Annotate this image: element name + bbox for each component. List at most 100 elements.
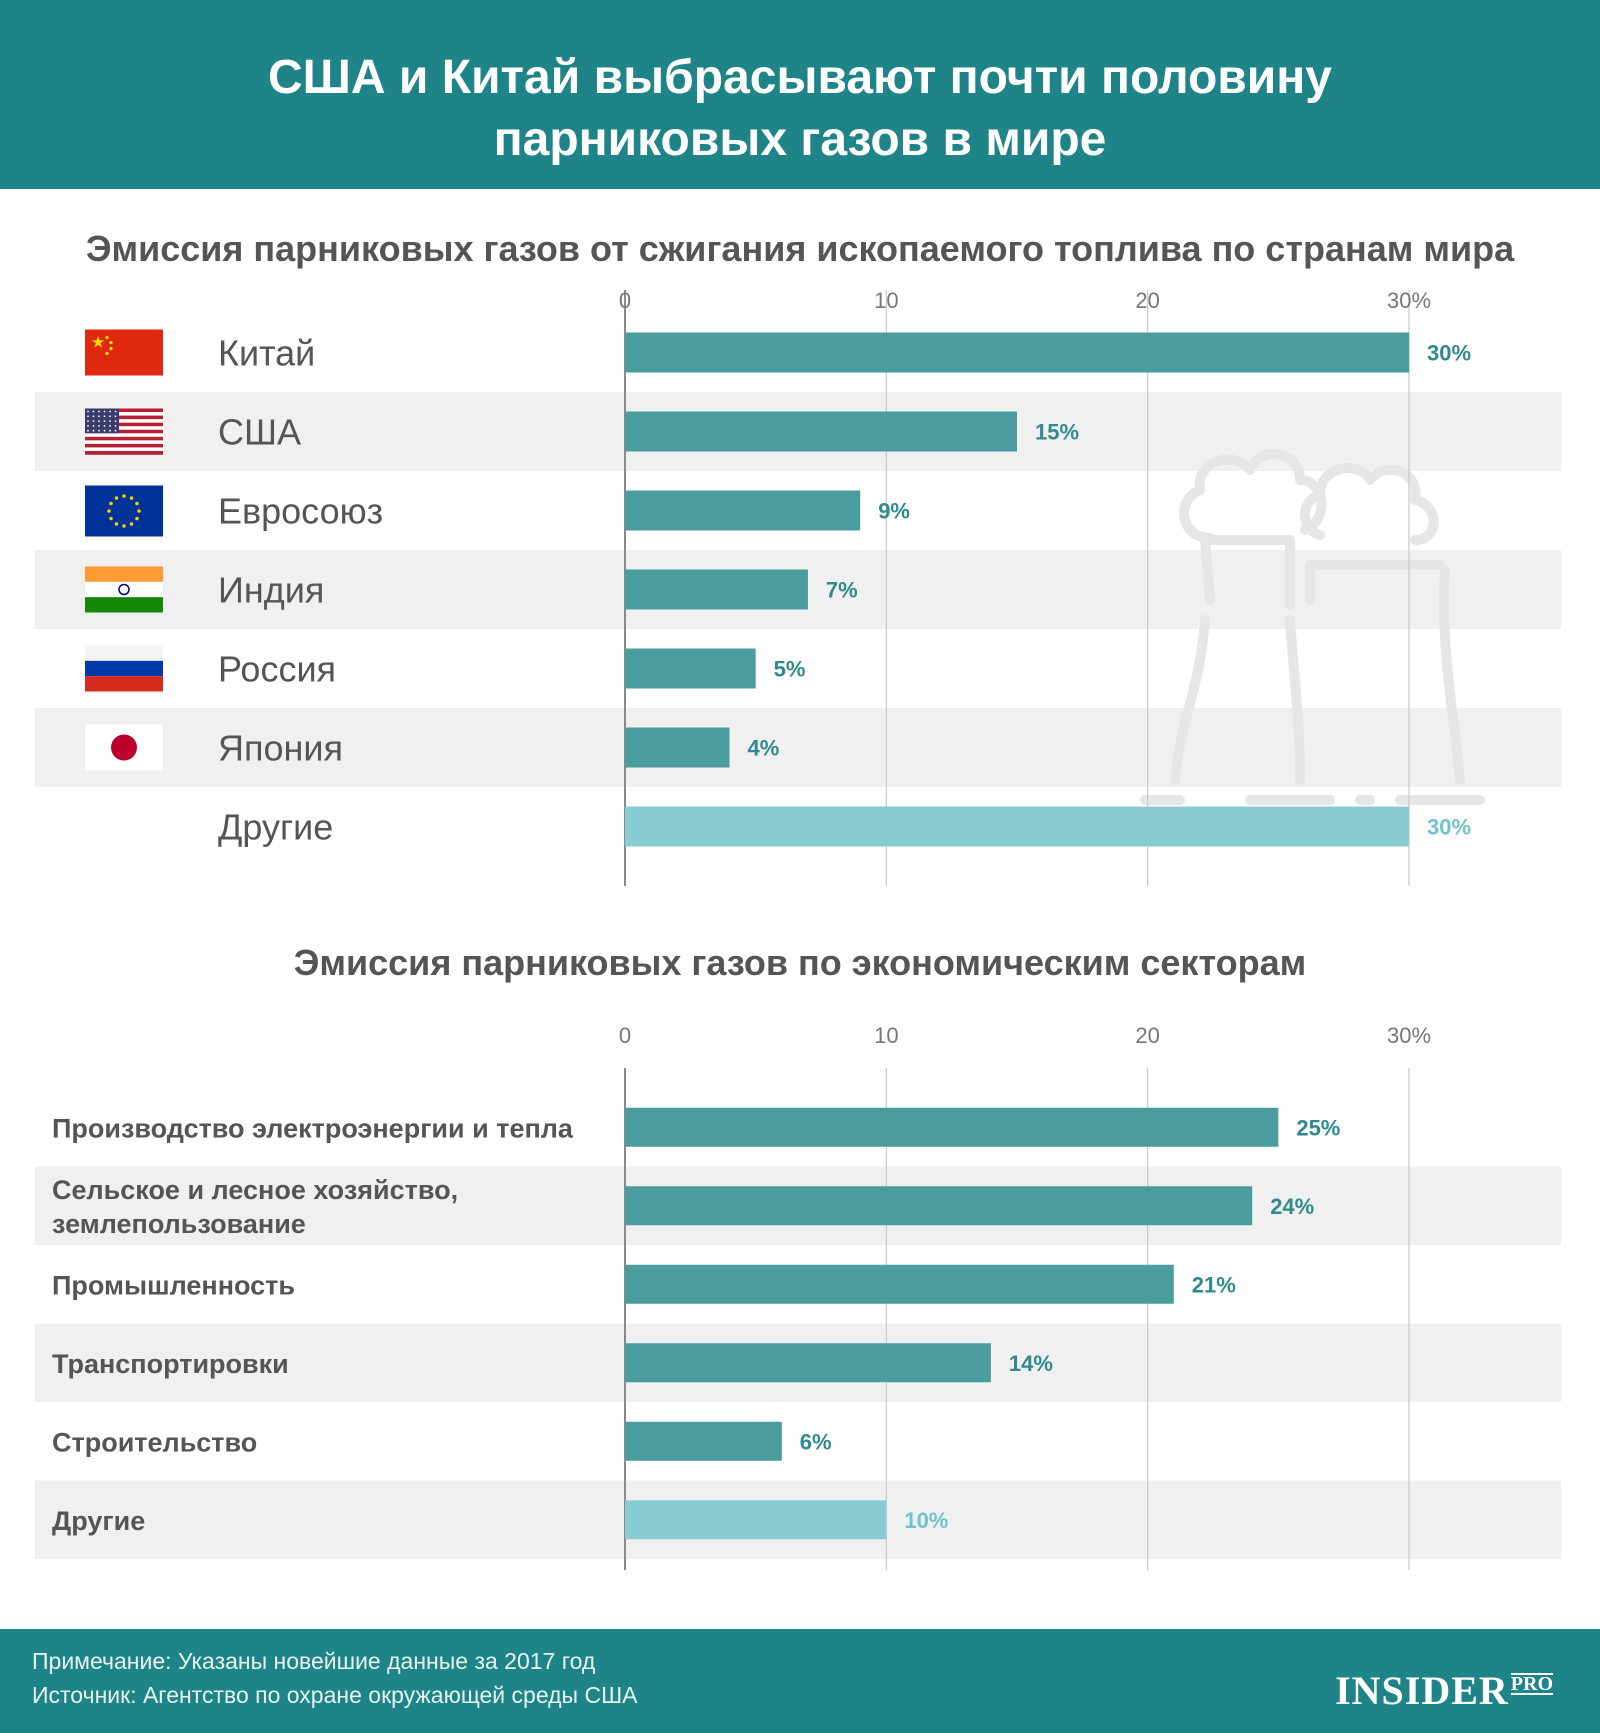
bar [625,569,808,610]
flag-stripe [85,566,163,582]
value-label: 24% [1270,1194,1314,1219]
flag-star-small [109,415,111,418]
china-flag-icon: ★ [85,329,163,376]
flag-star-small [109,501,113,506]
flag-stripe [85,443,163,448]
flag-star-small [92,420,95,422]
flag-star-small [114,522,119,526]
category-label: Производство электроэнергии и тепла [52,1113,574,1143]
flag-star-small [114,410,117,413]
bar [625,1264,1174,1304]
value-label: 5% [774,657,806,682]
tick-label: 30% [1387,288,1431,313]
flag-star-small [114,420,117,422]
bar [625,1421,782,1461]
bar [625,411,1017,452]
category-label: Транспортировки [52,1349,289,1379]
flag-stripe [85,450,163,455]
category-label: Китай [218,333,315,374]
flag-stripe [85,408,163,413]
tick-label: 30% [1387,1023,1431,1048]
flag-star-small [114,496,119,500]
flag-stripe [85,419,163,423]
flag-star-small [103,415,106,418]
chart2-title: Эмиссия парниковых газов по экономически… [293,942,1307,983]
value-label: 15% [1035,420,1079,445]
flag-star-small [92,425,95,427]
flag-star-small [92,429,95,432]
smoke-cloud-right [1300,463,1439,545]
tick-label: 10 [874,288,898,313]
flag-star-small [129,522,134,526]
flag-star-small [87,429,89,432]
bar [625,332,1409,373]
flag-star-small [87,425,89,427]
bar [625,1186,1253,1226]
flag-canton [85,408,119,434]
logo-sub: PRO [1510,1673,1553,1695]
flag-star-small [109,420,111,422]
flag-stripe [85,426,163,431]
bar [625,648,756,689]
flag-star-small [87,415,89,418]
flag-star-small [109,429,111,432]
tower-left-outer [1170,615,1210,785]
flag-star-small [98,429,100,432]
main-title-line1: США и Китай выбрасывают почти половину [268,51,1332,104]
india-flag-icon [85,566,163,613]
flag-stripe [85,433,163,438]
flag-star-small [109,346,113,351]
main-title-line2: парниковых газов в мире [493,113,1107,166]
factory-layer [1140,449,1485,805]
flag-star-small [98,425,100,427]
bar [625,1107,1279,1147]
flag-star-small [122,494,126,498]
flag-star-small [98,410,100,413]
flag-star-small [137,509,141,513]
flag-star-small [98,420,100,422]
footer-note: Примечание: Указаны новейшие данные за 2… [32,1648,596,1674]
chimney-right-top [1305,560,1445,605]
flag-stripe [85,412,163,416]
flag-wheel [118,583,130,596]
flag-field [85,329,163,376]
flag-star-small [114,415,117,418]
value-label: 21% [1192,1272,1236,1297]
chart2-sectors: 0 10 20 30% 25% Производство электроэнергии и… [35,1023,1561,1570]
flag-stripe [85,429,163,434]
flag-star-small [98,415,100,418]
flag-star-small [103,410,106,413]
flag-star-small [109,516,113,521]
insider-pro-logo: INSIDER PRO [1335,1667,1553,1717]
eu-flag-icon [85,485,163,537]
flag-star-small [105,335,109,340]
value-label: 30% [1427,341,1471,366]
flag-stripe [85,447,163,452]
value-label: 30% [1427,815,1471,840]
flag-star-small [103,429,106,432]
tower-left-inner [1285,615,1305,785]
chart1-title: Эмиссия парниковых газов от сжигания иск… [85,228,1515,269]
bar [625,727,730,768]
value-label: 10% [904,1508,948,1533]
flag-star-small [92,410,95,413]
flag-star-small [109,425,111,427]
smoke-cloud-left [1179,449,1327,543]
flag-stripe [85,415,163,420]
logo-main: INSIDER [1335,1668,1509,1713]
category-label: Строительство [52,1427,257,1457]
value-label: 7% [826,578,858,603]
bar [625,806,1409,847]
flag-star-small [109,410,111,413]
tick-label: 20 [1135,288,1159,313]
tick-label: 10 [874,1023,898,1048]
category-label: землепользование [52,1209,306,1239]
flag-stripe [85,676,163,692]
factory-background-icon [1140,449,1485,805]
flag-star-small [107,509,111,513]
header: США и Китай выбрасывают почти половину п… [0,0,1600,189]
tick-label: 0 [619,288,631,313]
footer: Примечание: Указаны новейшие данные за 2… [0,1629,1600,1733]
footer-source: Источник: Агентство по охране окружающей… [32,1682,638,1708]
flag-stripe [85,660,163,677]
